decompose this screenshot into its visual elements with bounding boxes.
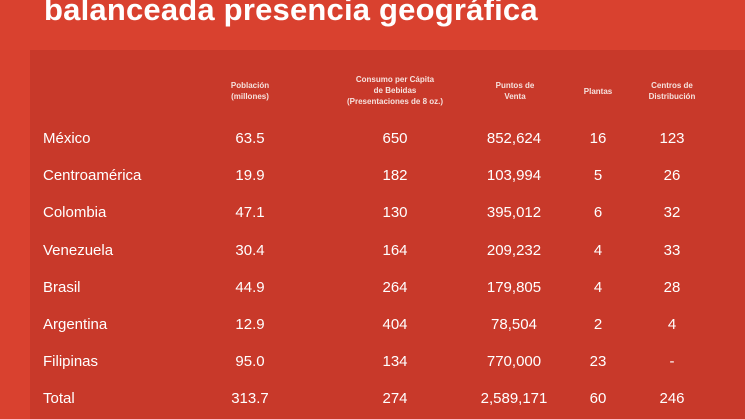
cell-consumo: 650: [382, 130, 408, 147]
header-consumo: Consumo per Cápita de Bebidas (Presentac…: [310, 74, 480, 107]
table-row: Argentina 12.9 404 78,504 2 4: [0, 306, 745, 343]
cell-poblacion: 47.1: [235, 204, 265, 222]
header-plantas: Plantas: [573, 86, 623, 97]
cell-country: Colombia: [43, 204, 107, 222]
table-row: México 63.5 650 852,624 16 123: [0, 120, 745, 157]
header-line: Plantas: [583, 87, 613, 96]
cell-puntos: 78,504: [491, 316, 537, 333]
cell-consumo: 134: [382, 353, 408, 371]
table-row: Total 313.7 274 2,589,171 60 246: [0, 380, 745, 417]
cell-plantas: 23: [589, 353, 607, 371]
page-title: balanceada presencia geográfica: [44, 0, 538, 27]
header-line: Venta: [504, 92, 526, 101]
cell-country: Brasil: [43, 278, 81, 296]
cell-plantas: 5: [593, 167, 603, 185]
cell-consumo: 404: [382, 316, 408, 333]
header-line: Distribución: [648, 92, 696, 101]
header-line: Población: [230, 81, 270, 90]
header-line: Centros de: [651, 81, 693, 90]
cell-centros: 32: [663, 204, 681, 222]
header-line: de Bebidas: [373, 86, 417, 95]
cell-country: Argentina: [43, 316, 108, 333]
cell-country: Total: [43, 390, 75, 408]
cell-poblacion: 12.9: [235, 316, 265, 333]
cell-country: Centroamérica: [43, 167, 142, 185]
table-row: Brasil 44.9 264 179,805 4 28: [0, 269, 745, 306]
cell-centros: 246: [659, 390, 685, 408]
cell-puntos: 179,805: [486, 278, 542, 296]
cell-plantas: 4: [593, 241, 603, 259]
table-row: Venezuela 30.4 164 209,232 4 33: [0, 232, 745, 269]
table-row: Colombia 47.1 130 395,012 6 32: [0, 194, 745, 231]
cell-plantas: 16: [589, 130, 607, 147]
cell-poblacion: 313.7: [231, 390, 269, 408]
header-centros: Centros de Distribución: [630, 80, 714, 102]
cell-consumo: 264: [382, 278, 408, 296]
table-row: Filipinas 95.0 134 770,000 23 -: [0, 343, 745, 380]
header-line: (Presentaciones de 8 oz.): [346, 97, 444, 106]
header-line: Consumo per Cápita: [355, 75, 435, 84]
header-poblacion: Población (millones): [205, 80, 295, 102]
cell-centros: 28: [663, 278, 681, 296]
cell-consumo: 274: [382, 390, 408, 408]
cell-consumo: 164: [382, 241, 408, 259]
cell-puntos: 103,994: [486, 167, 542, 185]
cell-country: México: [43, 130, 91, 147]
table-panel: [30, 50, 745, 419]
cell-plantas: 6: [593, 204, 603, 222]
cell-centros: 123: [659, 130, 685, 147]
cell-centros: -: [669, 353, 675, 371]
cell-consumo: 182: [382, 167, 408, 185]
header-puntos: Puntos de Venta: [470, 80, 560, 102]
cell-puntos: 395,012: [486, 204, 542, 222]
cell-puntos: 770,000: [486, 353, 542, 371]
cell-plantas: 2: [593, 316, 603, 333]
cell-poblacion: 44.9: [235, 278, 265, 296]
cell-poblacion: 95.0: [235, 353, 265, 371]
cell-poblacion: 19.9: [235, 167, 265, 185]
cell-country: Filipinas: [43, 353, 99, 371]
cell-plantas: 60: [589, 390, 607, 408]
header-line: (millones): [231, 92, 269, 101]
cell-centros: 33: [663, 241, 681, 259]
header-line: Puntos de: [495, 81, 535, 90]
cell-puntos: 852,624: [486, 130, 542, 147]
cell-centros: 4: [667, 316, 677, 333]
cell-puntos: 209,232: [486, 241, 542, 259]
table-row: Centroamérica 19.9 182 103,994 5 26: [0, 157, 745, 194]
cell-consumo: 130: [382, 204, 408, 222]
cell-poblacion: 63.5: [235, 130, 265, 147]
cell-poblacion: 30.4: [235, 241, 265, 259]
cell-plantas: 4: [593, 278, 603, 296]
cell-centros: 26: [663, 167, 681, 185]
cell-puntos: 2,589,171: [480, 390, 548, 408]
cell-country: Venezuela: [43, 241, 114, 259]
